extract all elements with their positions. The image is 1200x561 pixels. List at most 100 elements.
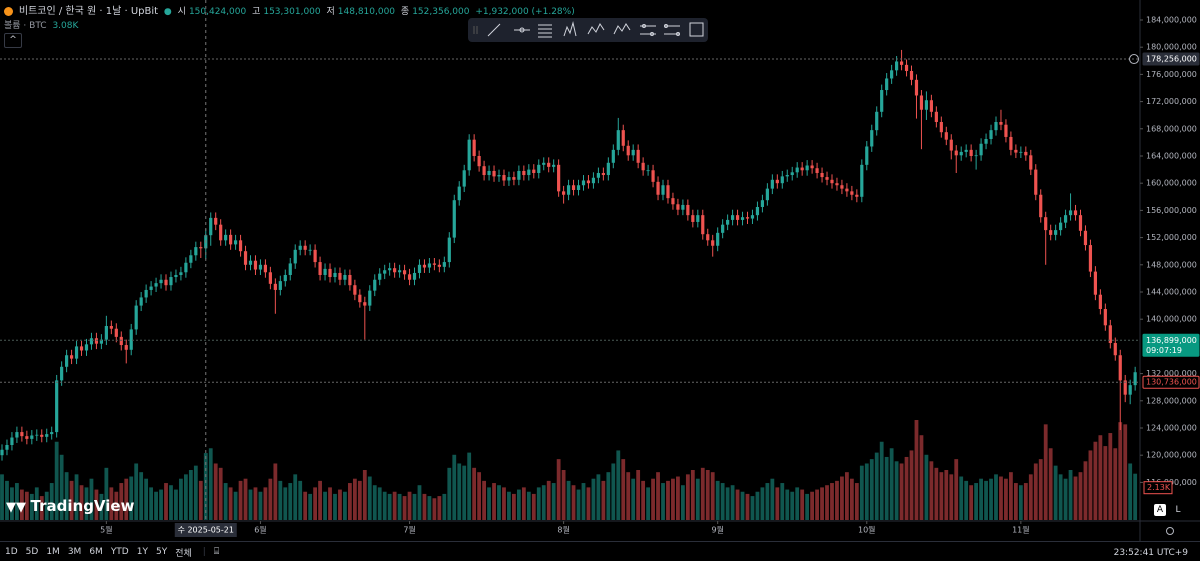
volume-bar bbox=[343, 491, 347, 520]
candle-body bbox=[412, 272, 417, 280]
volume-bar bbox=[482, 480, 486, 520]
volume-bar bbox=[894, 461, 899, 520]
range-button[interactable]: 5Y bbox=[153, 547, 170, 557]
candle-body bbox=[885, 78, 889, 91]
candle-body bbox=[547, 162, 551, 167]
auto-scale-button[interactable]: A bbox=[1154, 504, 1166, 516]
candle-body bbox=[904, 64, 909, 71]
volume-bar bbox=[377, 487, 382, 520]
range-button[interactable]: 6M bbox=[86, 547, 106, 557]
volume-bar bbox=[1018, 485, 1023, 520]
volume-bar bbox=[1118, 422, 1123, 520]
volume-bar bbox=[367, 476, 372, 520]
range-button[interactable]: YTD bbox=[108, 547, 132, 557]
range-button[interactable]: 전체 bbox=[172, 546, 195, 559]
volume-bar bbox=[601, 480, 606, 520]
collapse-button[interactable]: ^ bbox=[4, 33, 22, 48]
candle-body bbox=[1059, 222, 1063, 231]
volume-bar bbox=[129, 476, 134, 520]
volume-bar bbox=[710, 472, 715, 520]
candle-body bbox=[219, 224, 223, 241]
candle-body bbox=[233, 240, 238, 245]
candle-body bbox=[1123, 380, 1127, 395]
range-button[interactable]: 1M bbox=[43, 547, 63, 557]
candle-body bbox=[109, 325, 113, 329]
volume-bar bbox=[864, 463, 869, 520]
price-label-box bbox=[1142, 52, 1200, 66]
tool-icons bbox=[473, 21, 704, 38]
alert-icon bbox=[1129, 54, 1139, 65]
date-range-button[interactable]: ⌸ bbox=[213, 547, 220, 557]
volume-bar bbox=[745, 493, 750, 520]
candle-body bbox=[338, 272, 342, 280]
candle-body bbox=[581, 180, 586, 186]
candle-body bbox=[134, 305, 138, 330]
volume-bar bbox=[313, 487, 318, 520]
candle-body bbox=[124, 345, 128, 350]
volume-bar bbox=[198, 480, 203, 520]
volume-bar bbox=[492, 483, 496, 520]
volume-bar bbox=[0, 474, 4, 520]
candle-body bbox=[348, 274, 352, 286]
candle-body bbox=[174, 274, 178, 278]
volume-bar bbox=[586, 487, 591, 520]
candle-body bbox=[696, 215, 700, 222]
candle-body bbox=[800, 167, 804, 171]
volume-bar bbox=[949, 474, 954, 520]
volume-bar bbox=[581, 483, 586, 520]
y-tick-label: 120,000,000 bbox=[1146, 451, 1197, 460]
range-button[interactable]: 5D bbox=[23, 547, 42, 557]
candle-body bbox=[691, 215, 695, 222]
candle-body bbox=[949, 139, 953, 151]
volume-bar bbox=[790, 491, 795, 520]
log-scale-button[interactable]: L bbox=[1175, 505, 1181, 515]
candle-body bbox=[964, 149, 968, 152]
volume-bar bbox=[333, 493, 337, 520]
volume-bar bbox=[1088, 450, 1093, 520]
candle-body bbox=[328, 268, 332, 278]
volume-bar bbox=[959, 476, 964, 520]
candle-body bbox=[805, 165, 809, 171]
volume-bar bbox=[676, 476, 680, 520]
y-tick-label: 148,000,000 bbox=[1146, 260, 1197, 269]
volume-bar bbox=[845, 472, 849, 520]
volume-bar bbox=[323, 491, 327, 520]
candle-body bbox=[726, 219, 730, 225]
volume-bar bbox=[561, 470, 566, 520]
range-button[interactable]: 1Y bbox=[134, 547, 151, 557]
price-countdown: 09:07:19 bbox=[1146, 346, 1182, 355]
candle-body bbox=[1128, 385, 1132, 395]
volume-bar bbox=[159, 489, 163, 520]
volume-bar bbox=[64, 472, 69, 520]
candle-body bbox=[532, 169, 536, 173]
volume-bar bbox=[934, 467, 939, 520]
range-button[interactable]: 1D bbox=[2, 547, 21, 557]
candle-body bbox=[661, 185, 665, 195]
candle-body bbox=[721, 224, 725, 233]
candle-body bbox=[944, 132, 948, 140]
settings-icon bbox=[1166, 527, 1174, 535]
crosshair-date-box bbox=[174, 523, 237, 537]
candle-body bbox=[427, 263, 432, 268]
candle-body bbox=[601, 172, 605, 176]
candle-body bbox=[994, 121, 998, 131]
candle-body bbox=[626, 145, 630, 156]
candle-body bbox=[169, 277, 173, 286]
candle-body bbox=[497, 175, 501, 177]
volume-bar bbox=[109, 487, 114, 520]
volume-bar bbox=[740, 491, 745, 520]
candle-body bbox=[79, 346, 84, 351]
range-button[interactable]: 3M bbox=[65, 547, 85, 557]
candle-body bbox=[621, 130, 625, 146]
volume-bar bbox=[213, 463, 218, 520]
candle-body bbox=[407, 274, 412, 280]
candle-body bbox=[557, 164, 561, 192]
volume-bar bbox=[472, 467, 477, 520]
volume-bar bbox=[641, 480, 646, 520]
volume-bar bbox=[179, 478, 183, 520]
volume-bar bbox=[849, 478, 854, 520]
volume-bar bbox=[139, 472, 144, 520]
volume-bar bbox=[497, 485, 501, 520]
candle-body bbox=[860, 164, 864, 197]
candle-body bbox=[184, 262, 188, 273]
